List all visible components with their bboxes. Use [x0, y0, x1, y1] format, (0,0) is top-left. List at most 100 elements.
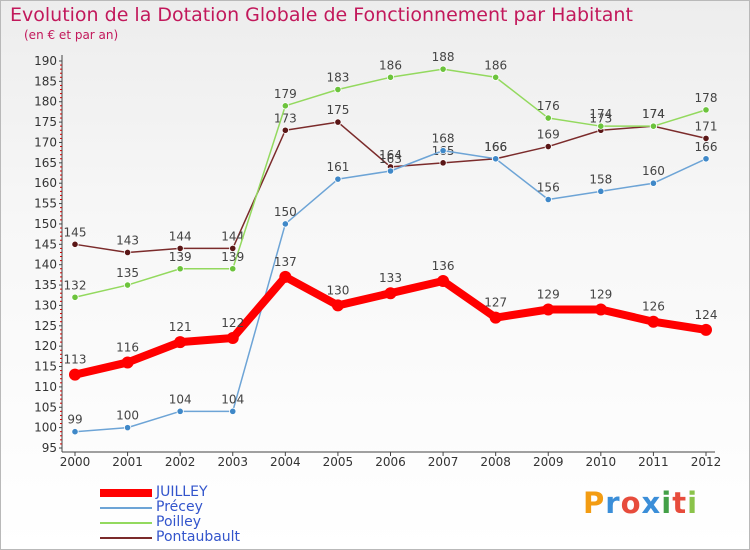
legend-swatch	[100, 536, 152, 539]
data-label: 122	[221, 316, 244, 330]
chart-legend: JUILLEY Précey Poilley Pontaubault	[100, 485, 240, 545]
x-tick-label: 2002	[165, 455, 196, 469]
legend-label: JUILLEY	[156, 484, 208, 500]
data-point	[281, 126, 289, 134]
data-point	[492, 155, 500, 163]
data-point	[123, 281, 132, 289]
logo-letter: i	[687, 486, 699, 520]
y-tick-label: 110	[34, 380, 57, 394]
data-label: 168	[432, 132, 455, 146]
data-point	[174, 336, 187, 349]
data-point	[439, 65, 447, 73]
data-point	[176, 407, 184, 415]
y-tick-label: 135	[34, 278, 57, 292]
data-point	[437, 274, 450, 287]
data-label: 179	[274, 87, 297, 101]
legend-label: Poilley	[156, 514, 202, 530]
x-tick-label: 2005	[323, 455, 354, 469]
x-tick-label: 2003	[217, 455, 248, 469]
proxiti-logo: Proxiti	[583, 486, 698, 520]
data-point	[229, 265, 237, 273]
y-tick-label: 105	[34, 400, 57, 414]
data-label: 160	[642, 164, 665, 178]
y-tick-label: 120	[34, 339, 57, 353]
data-point	[281, 220, 289, 228]
y-tick-label: 185	[34, 74, 57, 88]
legend-item: Précey	[100, 500, 240, 515]
data-point	[594, 303, 607, 316]
data-label: 169	[537, 128, 560, 142]
y-tick-label: 130	[34, 298, 57, 312]
data-label: 121	[169, 320, 192, 334]
x-tick-label: 2011	[638, 455, 669, 469]
data-point	[334, 118, 342, 126]
chart-subtitle: (en € et par an)	[24, 28, 119, 42]
data-point	[71, 293, 79, 301]
data-label: 145	[64, 225, 87, 239]
data-point	[69, 368, 81, 381]
data-label: 156	[537, 181, 560, 195]
data-label: 144	[169, 229, 192, 243]
data-label: 178	[695, 91, 718, 105]
data-point	[542, 303, 555, 316]
data-point	[439, 147, 447, 155]
data-label: 164	[379, 148, 402, 162]
data-point	[123, 248, 132, 257]
x-tick-label: 2012	[691, 455, 722, 469]
legend-swatch	[100, 506, 152, 509]
data-point	[649, 122, 658, 130]
data-label: 161	[326, 160, 349, 174]
data-label: 136	[432, 259, 455, 273]
data-label: 143	[116, 233, 139, 247]
logo-letter: x	[641, 486, 662, 520]
data-point	[544, 114, 552, 122]
x-tick-label: 2001	[112, 455, 143, 469]
data-label: 116	[116, 340, 139, 354]
data-point	[386, 167, 395, 175]
logo-letter: r	[605, 486, 621, 520]
data-label: 129	[537, 287, 560, 301]
data-point	[279, 270, 292, 283]
y-tick-label: 165	[34, 156, 57, 170]
data-label: 166	[695, 140, 718, 154]
data-point	[334, 85, 342, 94]
legend-swatch	[100, 488, 152, 497]
data-label: 171	[695, 119, 718, 133]
y-tick-label: 190	[34, 54, 57, 68]
data-point	[702, 155, 710, 163]
legend-label: Précey	[156, 499, 203, 515]
x-tick-label: 2006	[375, 455, 406, 469]
data-label: 186	[379, 58, 402, 72]
data-label: 139	[169, 250, 192, 264]
legend-item: Pontaubault	[100, 530, 240, 545]
data-label: 183	[326, 71, 349, 85]
legend-label: Pontaubault	[156, 529, 241, 545]
data-point	[71, 240, 79, 248]
data-label: 173	[589, 111, 612, 125]
data-point	[123, 424, 132, 432]
x-tick-label: 2008	[480, 455, 511, 469]
data-label: 99	[67, 413, 82, 427]
data-label: 174	[642, 107, 665, 121]
legend-swatch	[100, 521, 152, 524]
data-label: 188	[432, 50, 455, 64]
data-label: 129	[589, 287, 612, 301]
data-point	[702, 106, 710, 114]
legend-item: JUILLEY	[100, 485, 240, 500]
y-tick-label: 140	[34, 258, 57, 272]
y-tick-label: 115	[34, 360, 57, 374]
data-point	[176, 244, 184, 252]
data-label: 176	[537, 99, 560, 113]
y-tick-label: 160	[34, 176, 57, 190]
data-point	[439, 159, 447, 167]
y-tick-label: 155	[34, 197, 57, 211]
data-point	[121, 356, 134, 369]
x-tick-label: 2004	[270, 455, 301, 469]
data-point	[334, 175, 342, 183]
data-label: 174	[589, 107, 612, 121]
data-label: 137	[274, 255, 297, 269]
legend-item: Poilley	[100, 515, 240, 530]
data-label: 166	[484, 140, 507, 154]
